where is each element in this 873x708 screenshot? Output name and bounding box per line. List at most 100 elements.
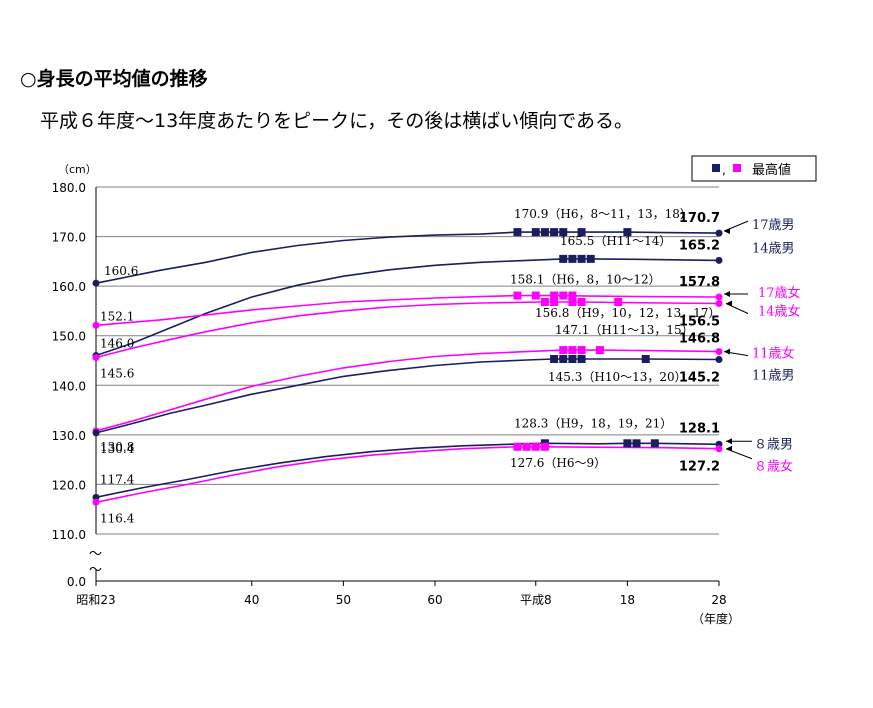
axes: 180.0170.0160.0150.0140.0130.0120.0110.0… — [52, 163, 740, 626]
y-tick-label: 150.0 — [52, 330, 86, 344]
legend-label: 最高値 — [752, 162, 791, 178]
peak-marker — [559, 355, 568, 364]
start-value-label: 146.0 — [100, 337, 134, 351]
peak-marker — [641, 355, 650, 364]
series-line-８歳女 — [95, 446, 720, 504]
peak-marker — [550, 291, 559, 300]
start-point — [92, 354, 100, 362]
series-line-11歳女 — [95, 349, 720, 432]
peak-marker — [577, 254, 586, 263]
peak-marker — [614, 298, 623, 307]
peak-marker — [623, 228, 632, 237]
end-point — [715, 356, 723, 364]
peak-value-label: 156.8（H9，10，12，13，17） — [535, 306, 721, 320]
series-name-label: ８歳女 — [754, 459, 793, 475]
peak-marker — [568, 291, 577, 300]
start-value-label: 117.4 — [100, 472, 135, 486]
peak-value-label: 147.1（H11～13，15） — [555, 323, 694, 337]
peak-marker — [540, 228, 549, 237]
series-line-17歳女 — [95, 294, 720, 327]
peak-value-label: 170.9（H6，8～11，13，18） — [514, 207, 692, 221]
series-name-label: 11歳男 — [752, 369, 795, 384]
series-line-17歳男 — [95, 231, 720, 284]
peak-marker — [559, 228, 568, 237]
peak-value-label: 145.3（H10～13，20） — [548, 370, 687, 384]
axis-break-symbol: ～ — [89, 547, 102, 562]
legend-comma: , — [722, 163, 726, 177]
peak-marker — [513, 228, 522, 237]
series-name-label: 17歳女 — [758, 285, 801, 301]
start-point — [92, 498, 100, 506]
start-point — [92, 279, 100, 287]
peak-marker — [595, 346, 604, 355]
label-arrowhead — [724, 348, 730, 355]
peak-marker — [522, 442, 531, 451]
label-arrowhead — [726, 438, 732, 445]
start-value-label: 145.6 — [100, 367, 134, 381]
end-point — [715, 299, 723, 307]
y-tick-label: 160.0 — [52, 280, 86, 294]
peak-value-label: 127.6（H6～9） — [510, 456, 606, 470]
series-name-label: 17歳男 — [752, 218, 795, 233]
end-value-label: 170.7 — [679, 211, 720, 226]
end-point — [715, 348, 723, 356]
peak-marker — [568, 298, 577, 307]
start-value-label: 130.4 — [100, 442, 135, 456]
y-tick-label: 140.0 — [52, 379, 86, 393]
series-name-label: 11歳女 — [752, 346, 795, 362]
peak-marker — [632, 439, 641, 448]
x-tick-label: 50 — [336, 593, 351, 607]
end-value-label: 127.2 — [679, 460, 720, 475]
start-point — [92, 493, 100, 501]
y-tick-label: 170.0 — [52, 231, 86, 245]
start-value-label: 116.4 — [100, 511, 135, 525]
label-arrowhead — [726, 300, 732, 307]
peak-marker — [540, 442, 549, 451]
label-arrowhead — [724, 291, 730, 298]
chart-heading: ○身長の平均値の推移 — [20, 68, 208, 90]
end-value-label: 128.1 — [679, 421, 720, 436]
y-tick-label: 120.0 — [52, 478, 86, 492]
peak-marker — [586, 254, 595, 263]
y-tick-label: 0.0 — [67, 575, 86, 589]
end-value-label: 165.2 — [679, 238, 720, 253]
x-tick-label: 平成8 — [520, 593, 552, 607]
end-value-label: 145.2 — [679, 371, 720, 386]
x-tick-label: 18 — [620, 593, 635, 607]
x-unit-label: （年度） — [692, 611, 740, 626]
grid-lines — [96, 186, 719, 535]
legend-marker-girls — [733, 164, 741, 172]
peak-value-label: 165.5（H11～14） — [560, 234, 671, 248]
peak-value-label: 128.3（H9，18，19，21） — [514, 416, 672, 430]
peak-marker — [550, 228, 559, 237]
x-tick-label: 40 — [244, 593, 259, 607]
start-value-label: 130.8 — [100, 440, 134, 454]
series-name-label: 14歳男 — [752, 241, 795, 256]
peak-marker — [559, 254, 568, 263]
peak-marker — [559, 346, 568, 355]
end-value-label: 156.5 — [679, 314, 720, 329]
peak-marker — [577, 298, 586, 307]
chart-subheading: 平成６年度～13年度あたりをピークに，その後は横ばい傾向である。 — [40, 110, 634, 132]
peak-marker — [513, 442, 522, 451]
end-value-label: 157.8 — [679, 275, 720, 290]
start-point — [92, 429, 100, 437]
series-line-８歳男 — [95, 442, 720, 499]
start-value-label: 160.6 — [104, 264, 138, 278]
peak-marker — [550, 298, 559, 307]
legend-marker-boys — [712, 164, 720, 172]
peak-marker — [550, 355, 559, 364]
legend-box: , 最高値 — [691, 155, 817, 182]
label-arrowhead — [726, 445, 732, 452]
peak-marker — [540, 298, 549, 307]
series-name-label: 14歳女 — [758, 303, 801, 319]
axis-break-symbol: ～ — [89, 563, 102, 578]
start-point — [92, 321, 100, 329]
start-value-label: 152.1 — [100, 309, 134, 323]
peak-marker — [559, 291, 568, 300]
peak-marker — [531, 442, 540, 451]
label-arrowhead — [724, 228, 730, 235]
x-tick-label: 昭和23 — [76, 593, 115, 607]
series-name-label: ８歳男 — [754, 437, 793, 452]
